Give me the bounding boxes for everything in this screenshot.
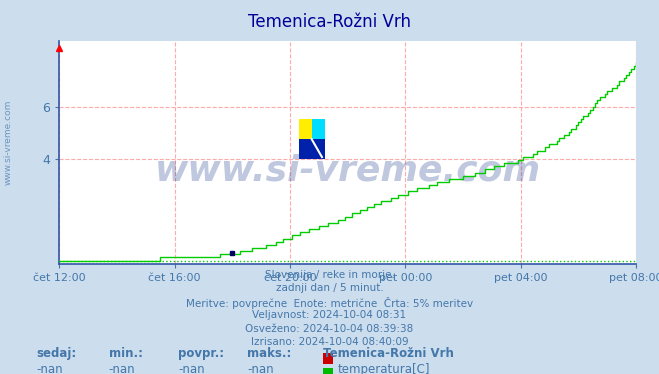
Text: povpr.:: povpr.:	[178, 347, 224, 360]
Text: Temenica-Rožni Vrh: Temenica-Rožni Vrh	[323, 347, 454, 360]
Text: maks.:: maks.:	[247, 347, 291, 360]
Text: www.si-vreme.com: www.si-vreme.com	[4, 99, 13, 185]
Bar	[299, 139, 324, 159]
Text: temperatura[C]: temperatura[C]	[337, 363, 430, 374]
Text: Veljavnost: 2024-10-04 08:31: Veljavnost: 2024-10-04 08:31	[252, 310, 407, 321]
Text: sedaj:: sedaj:	[36, 347, 76, 360]
Text: -nan: -nan	[36, 363, 63, 374]
Bar	[299, 119, 312, 139]
Text: zadnji dan / 5 minut.: zadnji dan / 5 minut.	[275, 283, 384, 294]
Text: Meritve: povprečne  Enote: metrične  Črta: 5% meritev: Meritve: povprečne Enote: metrične Črta:…	[186, 297, 473, 309]
Text: Osveženo: 2024-10-04 08:39:38: Osveženo: 2024-10-04 08:39:38	[245, 324, 414, 334]
Text: Temenica-Rožni Vrh: Temenica-Rožni Vrh	[248, 13, 411, 31]
Text: -nan: -nan	[109, 363, 135, 374]
Text: www.si-vreme.com: www.si-vreme.com	[155, 153, 540, 187]
Text: Slovenija / reke in morje.: Slovenija / reke in morje.	[264, 270, 395, 280]
Text: Izrisano: 2024-10-04 08:40:09: Izrisano: 2024-10-04 08:40:09	[250, 337, 409, 347]
Text: min.:: min.:	[109, 347, 143, 360]
Text: -nan: -nan	[247, 363, 273, 374]
Bar	[312, 119, 324, 139]
Text: -nan: -nan	[178, 363, 204, 374]
